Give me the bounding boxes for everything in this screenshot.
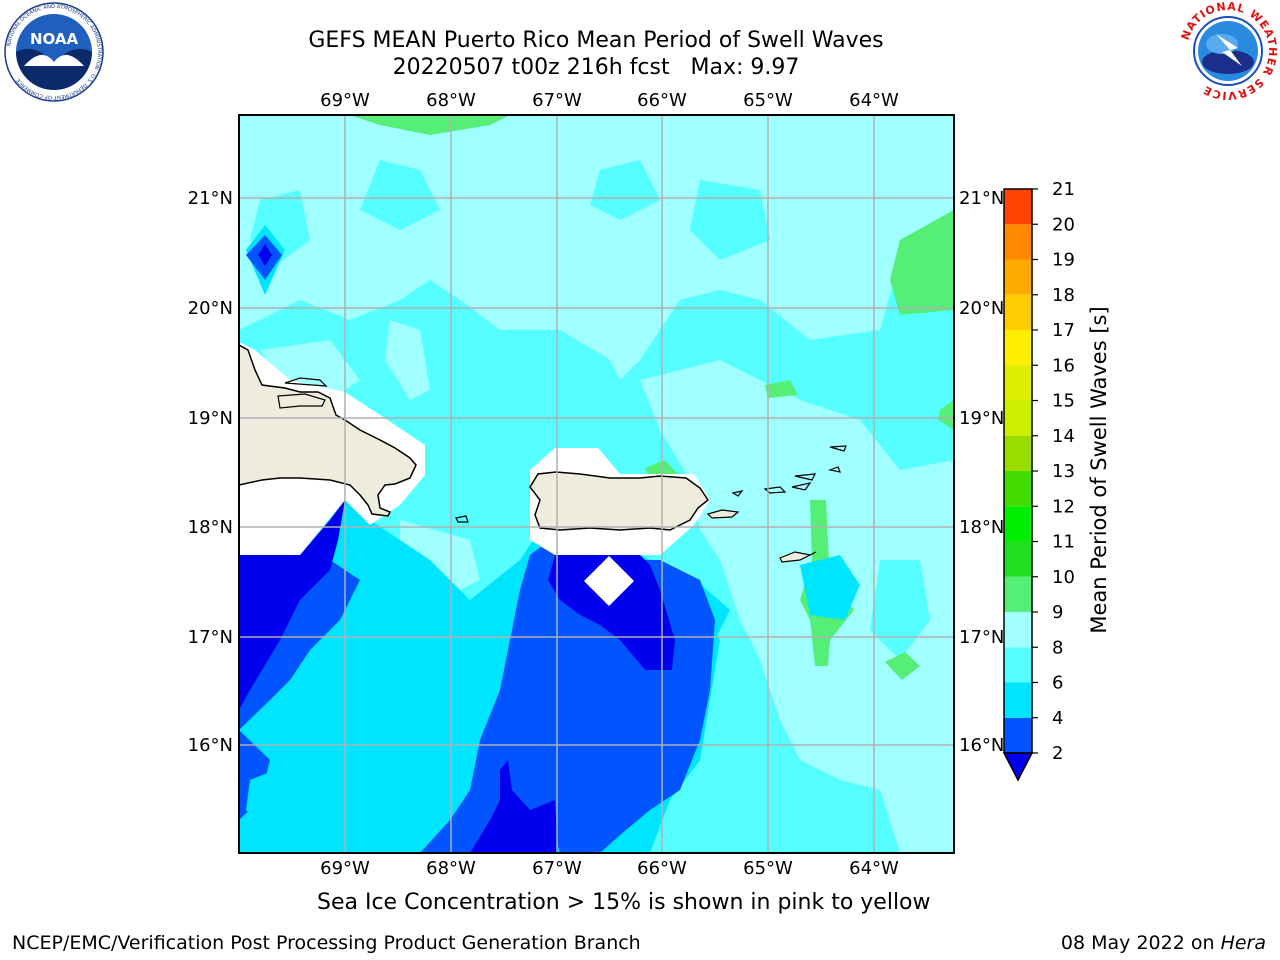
colorbar-segment bbox=[1004, 294, 1032, 330]
lat-label-right: 21°N bbox=[959, 188, 1004, 209]
colorbar-tick-label: 9 bbox=[1052, 602, 1063, 623]
lon-label-top: 67°W bbox=[532, 90, 582, 111]
lon-label-bottom: 64°W bbox=[849, 858, 899, 879]
colorbar-segment bbox=[1004, 717, 1032, 753]
colorbar-segment bbox=[1004, 541, 1032, 577]
map-frame bbox=[238, 114, 955, 854]
colorbar-tick-label: 10 bbox=[1052, 567, 1075, 588]
colorbar-segment bbox=[1004, 682, 1032, 718]
colorbar-tick-label: 19 bbox=[1052, 250, 1075, 271]
colorbar-segment bbox=[1004, 224, 1032, 260]
lon-label-top: 66°W bbox=[637, 90, 687, 111]
lat-label-left: 18°N bbox=[188, 517, 233, 538]
colorbar-segment bbox=[1004, 400, 1032, 436]
noaa-logo-text: NOAA bbox=[30, 30, 79, 48]
lon-label-top: 65°W bbox=[743, 90, 793, 111]
lat-label-right: 17°N bbox=[959, 627, 1004, 648]
noaa-logo: NOAA NATIONAL OCEANIC AND ATMOSPHERIC AD… bbox=[4, 2, 104, 102]
graticule bbox=[239, 115, 954, 853]
lat-label-left: 17°N bbox=[188, 627, 233, 648]
sea-ice-caption: Sea Ice Concentration > 15% is shown in … bbox=[317, 890, 931, 915]
lon-label-bottom: 69°W bbox=[320, 858, 370, 879]
date-stamp: 08 May 2022 on Hera bbox=[1061, 932, 1266, 954]
colorbar-segment bbox=[1004, 189, 1032, 225]
lon-label-top: 69°W bbox=[320, 90, 370, 111]
colorbar-tick-label: 16 bbox=[1052, 355, 1075, 376]
colorbar-segment bbox=[1004, 365, 1032, 401]
colorbar-segment bbox=[1004, 506, 1032, 542]
credit-text: NCEP/EMC/Verification Post Processing Pr… bbox=[12, 932, 641, 954]
colorbar-segment bbox=[1004, 259, 1032, 295]
colorbar-segment bbox=[1004, 576, 1032, 612]
lon-label-bottom: 66°W bbox=[637, 858, 687, 879]
colorbar-tick-label: 6 bbox=[1052, 673, 1063, 694]
lon-label-bottom: 65°W bbox=[743, 858, 793, 879]
lon-label-top: 68°W bbox=[426, 90, 476, 111]
lon-label-bottom: 68°W bbox=[426, 858, 476, 879]
lat-label-left: 20°N bbox=[188, 298, 233, 319]
machine-name: Hera bbox=[1220, 932, 1266, 954]
colorbar-tick-label: 2 bbox=[1052, 743, 1063, 764]
colorbar-tick-label: 15 bbox=[1052, 391, 1075, 412]
date-text: 08 May 2022 on bbox=[1060, 932, 1215, 954]
lat-label-left: 21°N bbox=[188, 188, 233, 209]
colorbar-tick-label: 13 bbox=[1052, 461, 1075, 482]
colorbar-tick-label: 8 bbox=[1052, 637, 1063, 658]
lon-label-top: 64°W bbox=[849, 90, 899, 111]
colorbar-tick-label: 18 bbox=[1052, 285, 1075, 306]
colorbar-segment bbox=[1004, 471, 1032, 507]
colorbar-segment bbox=[1004, 647, 1032, 683]
colorbar-tick-label: 11 bbox=[1052, 532, 1075, 553]
colorbar-label: Mean Period of Swell Waves [s] bbox=[1087, 306, 1111, 633]
lat-label-left: 16°N bbox=[188, 735, 233, 756]
swell-period-field bbox=[239, 115, 954, 853]
colorbar-tick-label: 14 bbox=[1052, 426, 1075, 447]
colorbar-segment bbox=[1004, 330, 1032, 366]
map-title-line2: 20220507 t00z 216h fcst Max: 9.97 bbox=[392, 55, 800, 80]
lat-label-right: 19°N bbox=[959, 408, 1004, 429]
map-title-line1: GEFS MEAN Puerto Rico Mean Period of Swe… bbox=[308, 28, 884, 53]
nws-logo: NATIONAL WEATHER SERVICE bbox=[1179, 2, 1278, 100]
colorbar-tick-label: 20 bbox=[1052, 214, 1075, 235]
colorbar-tick-label: 12 bbox=[1052, 496, 1075, 517]
colorbar: 2 4 6 8 9 10 11 12 13 14 15 16 17 18 19 20 21 bbox=[1002, 179, 1075, 782]
colorbar-extend-arrow bbox=[1002, 752, 1034, 782]
colorbar-tick-label: 17 bbox=[1052, 320, 1075, 341]
colorbar-tick-label: 4 bbox=[1052, 708, 1063, 729]
lat-label-left: 19°N bbox=[188, 408, 233, 429]
colorbar-tick-label: 21 bbox=[1052, 179, 1075, 200]
lat-label-right: 16°N bbox=[959, 735, 1004, 756]
lat-label-right: 18°N bbox=[959, 517, 1004, 538]
lon-label-bottom: 67°W bbox=[532, 858, 582, 879]
colorbar-segment bbox=[1004, 612, 1032, 648]
colorbar-segment bbox=[1004, 435, 1032, 471]
lat-label-right: 20°N bbox=[959, 298, 1004, 319]
